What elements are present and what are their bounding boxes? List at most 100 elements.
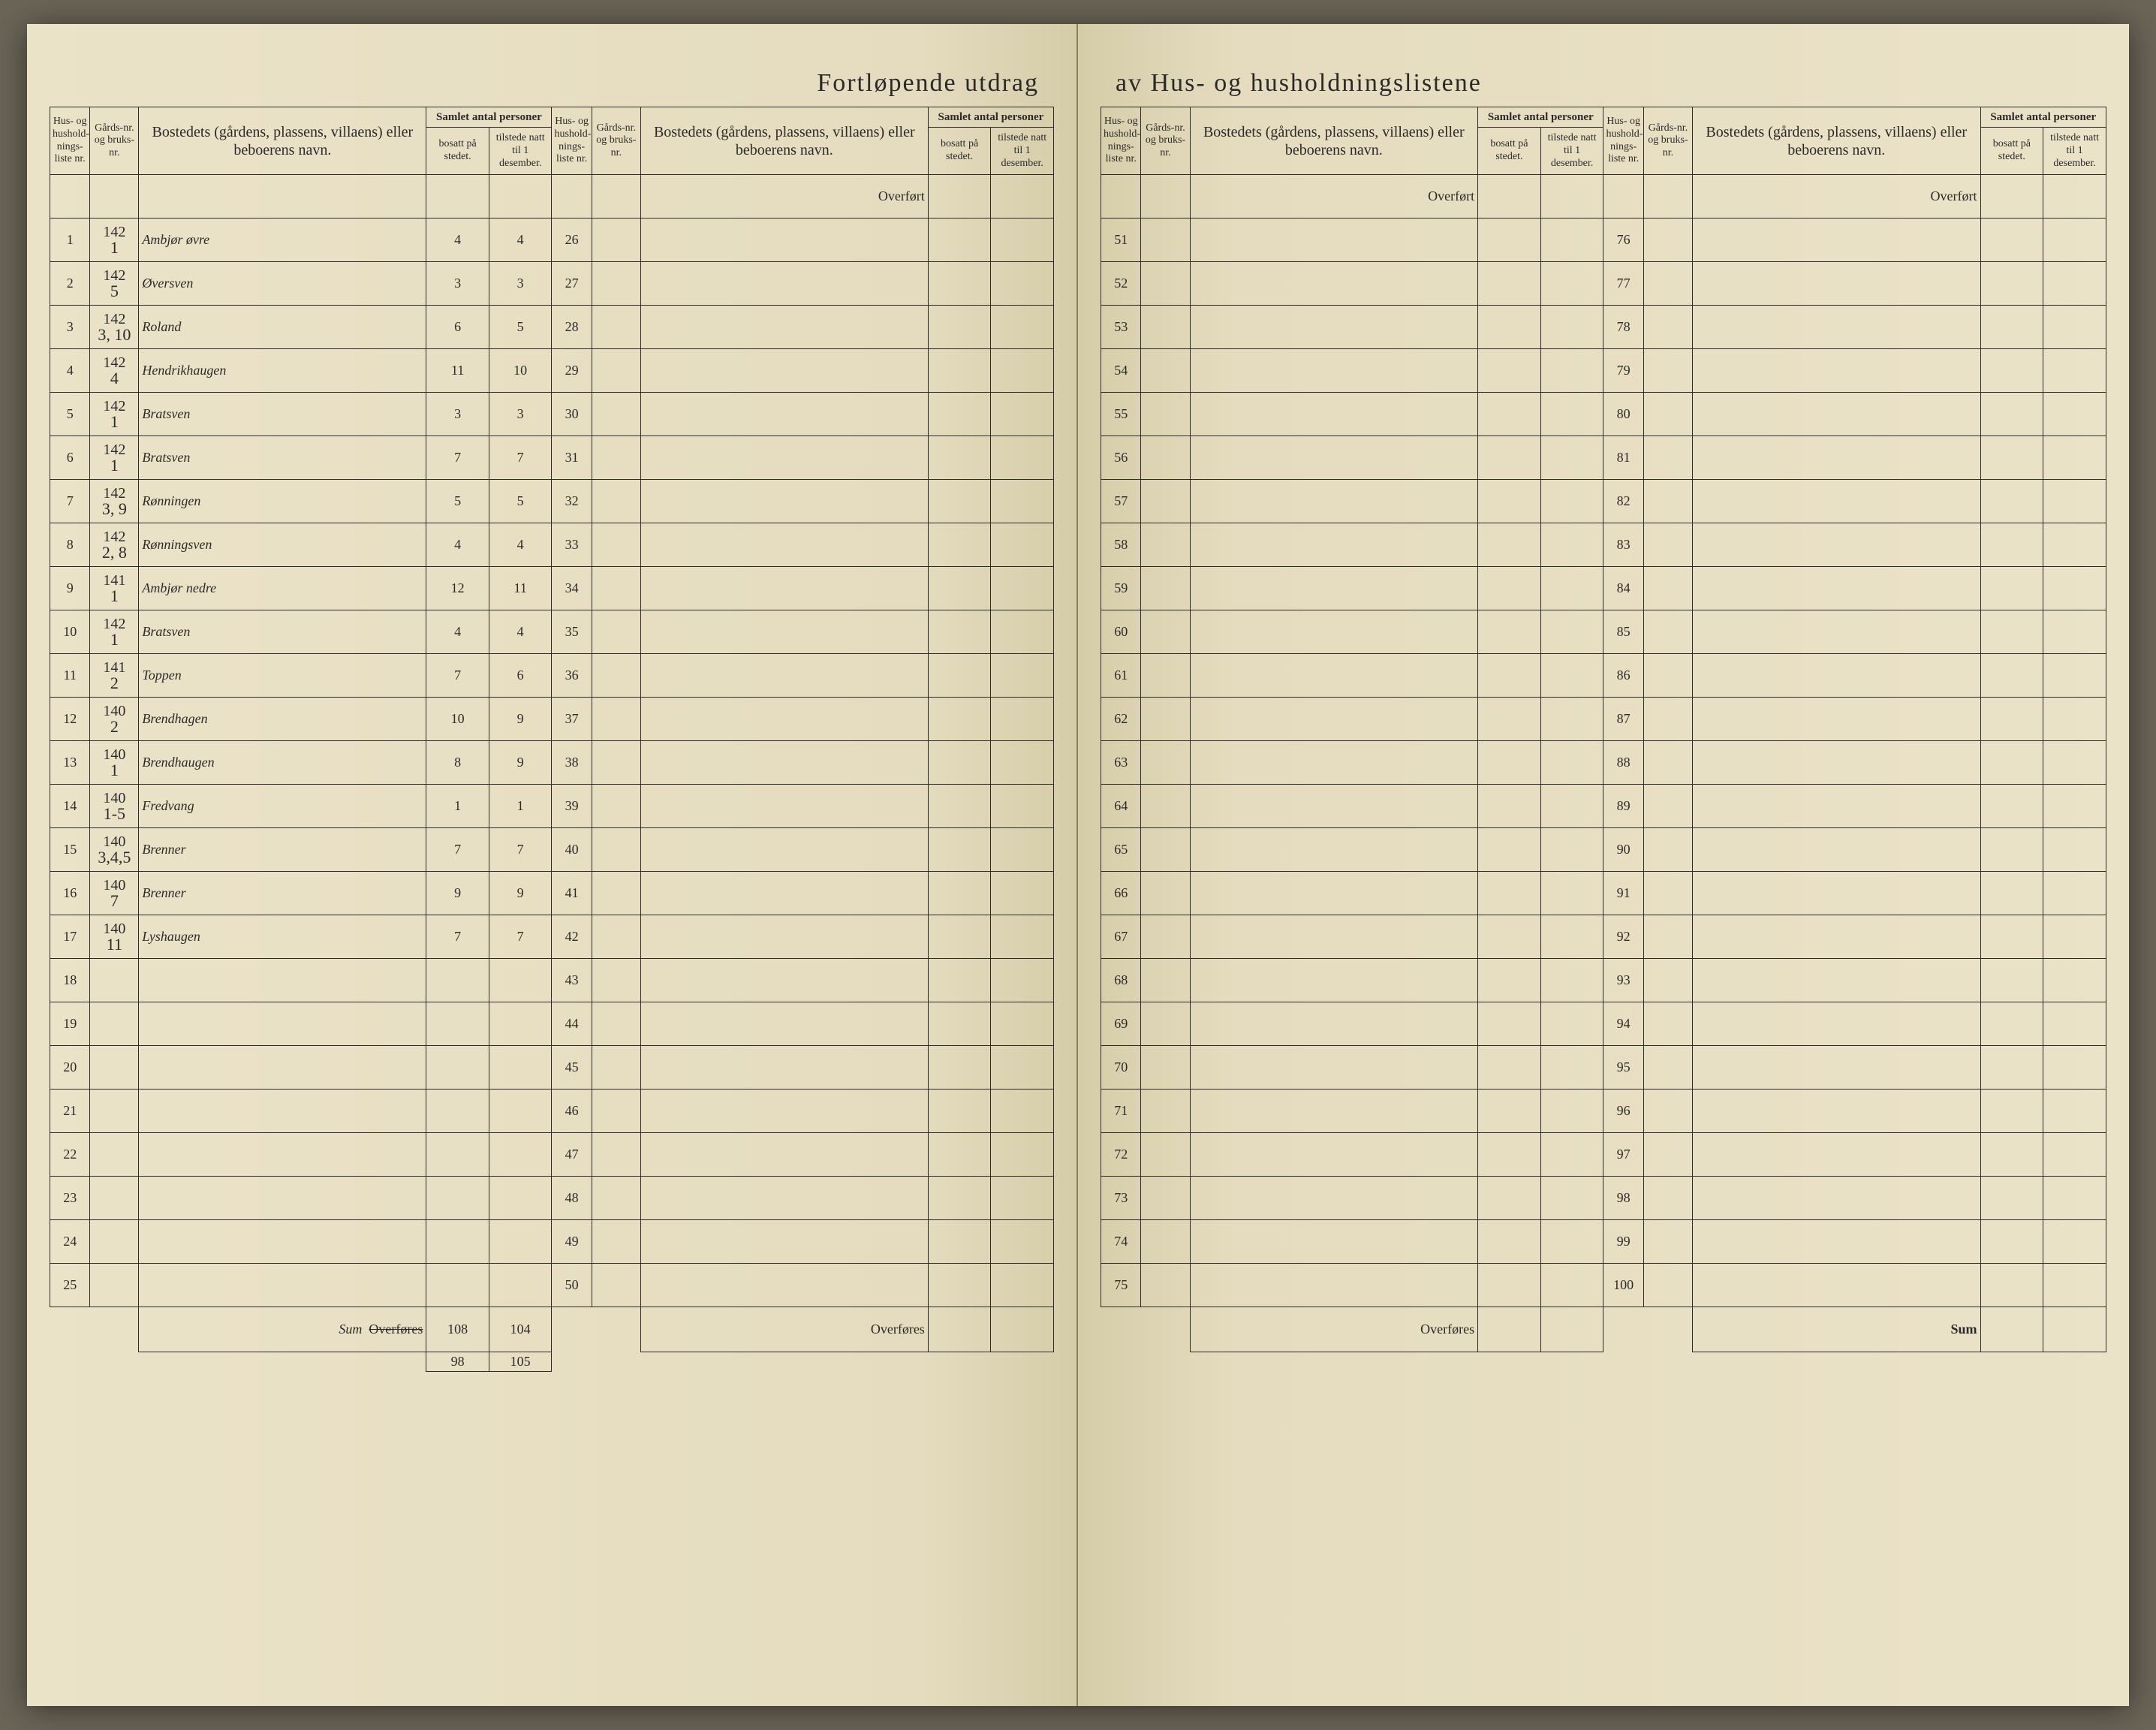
row-number: 86 — [1603, 654, 1643, 698]
gard-cell: 1402 — [90, 698, 139, 741]
bosatt-cell — [928, 1133, 991, 1177]
bosatt-cell — [928, 1002, 991, 1046]
header-bosatt: bosatt på stedet. — [1478, 128, 1541, 175]
name-cell: Brenner — [139, 872, 426, 915]
header-liste: Hus- og hushold-nings-liste nr. — [1101, 107, 1141, 175]
name-cell — [640, 393, 928, 436]
table-row: 9 1411 Ambjør nedre 12 11 34 — [50, 567, 1054, 610]
tilstede-cell — [991, 828, 1054, 872]
row-number: 89 — [1603, 785, 1643, 828]
row-number: 75 — [1101, 1264, 1141, 1307]
table-row: 56 81 — [1101, 436, 2106, 480]
row-number: 50 — [552, 1264, 592, 1307]
bosatt-cell — [928, 1177, 991, 1220]
bosatt-cell: 4 — [426, 219, 489, 262]
row-number: 32 — [552, 480, 592, 523]
gard-cell — [90, 959, 139, 1002]
row-number: 64 — [1101, 785, 1141, 828]
row-number: 98 — [1603, 1177, 1643, 1220]
row-number: 9 — [50, 567, 90, 610]
gard-cell — [592, 698, 640, 741]
tilstede-cell — [991, 1220, 1054, 1264]
tilstede-cell — [991, 349, 1054, 393]
gard-cell: 1425 — [90, 262, 139, 306]
tilstede-cell: 4 — [489, 610, 552, 654]
page-title-left: Fortløpende utdrag — [50, 69, 1054, 98]
tilstede-cell — [991, 567, 1054, 610]
row-number: 63 — [1101, 741, 1141, 785]
bosatt-cell: 1 — [426, 785, 489, 828]
row-number: 87 — [1603, 698, 1643, 741]
table-row: 66 91 — [1101, 872, 2106, 915]
tilstede-cell — [991, 306, 1054, 349]
sum-tilstede-2: 105 — [489, 1352, 552, 1372]
table-row: 73 98 — [1101, 1177, 2106, 1220]
gard-cell: 1421 — [90, 436, 139, 480]
name-cell: Øversven — [139, 262, 426, 306]
overfores-label: Overføres — [640, 1307, 928, 1352]
header-bosatt: bosatt på stedet. — [928, 128, 991, 175]
tilstede-cell — [991, 1002, 1054, 1046]
gard-cell — [90, 1177, 139, 1220]
table-row: 55 80 — [1101, 393, 2106, 436]
row-number: 21 — [50, 1090, 90, 1133]
table-row: 17 14011 Lyshaugen 7 7 42 — [50, 915, 1054, 959]
row-number: 5 — [50, 393, 90, 436]
row-number: 76 — [1603, 219, 1643, 262]
row-number: 7 — [50, 480, 90, 523]
gard-cell: 1421 — [90, 393, 139, 436]
gard-cell — [592, 1220, 640, 1264]
row-number: 69 — [1101, 1002, 1141, 1046]
row-number: 88 — [1603, 741, 1643, 785]
gard-cell: 1412 — [90, 654, 139, 698]
row-number: 38 — [552, 741, 592, 785]
row-number: 1 — [50, 219, 90, 262]
header-bosted: Bostedets (gårdens, plassens, villaens) … — [139, 107, 426, 175]
tilstede-cell — [991, 741, 1054, 785]
row-number: 20 — [50, 1046, 90, 1090]
name-cell — [640, 306, 928, 349]
row-number: 22 — [50, 1133, 90, 1177]
header-tilstede: tilstede natt til 1 desember. — [489, 128, 552, 175]
name-cell: Ambjør øvre — [139, 219, 426, 262]
tilstede-cell — [991, 219, 1054, 262]
table-header: Hus- og hushold-nings-liste nr. Gårds-nr… — [50, 107, 1054, 175]
row-number: 42 — [552, 915, 592, 959]
bosatt-cell — [928, 1046, 991, 1090]
row-number: 40 — [552, 828, 592, 872]
header-tilstede: tilstede natt til 1 desember. — [1540, 128, 1603, 175]
tilstede-cell — [991, 959, 1054, 1002]
row-number: 2 — [50, 262, 90, 306]
name-cell — [640, 654, 928, 698]
gard-cell — [592, 1177, 640, 1220]
bosatt-cell — [426, 1090, 489, 1133]
table-row: 6 1421 Bratsven 7 7 31 — [50, 436, 1054, 480]
row-number: 79 — [1603, 349, 1643, 393]
sum-tilstede: 104 — [489, 1307, 552, 1352]
bosatt-cell — [426, 1046, 489, 1090]
tilstede-cell — [991, 698, 1054, 741]
bosatt-cell — [928, 959, 991, 1002]
table-row: 3 1423, 10 Roland 6 5 28 — [50, 306, 1054, 349]
name-cell — [640, 698, 928, 741]
ledger-table-left: Hus- og hushold-nings-liste nr. Gårds-nr… — [50, 107, 1054, 1372]
table-row: 11 1412 Toppen 7 6 36 — [50, 654, 1054, 698]
bosatt-cell — [928, 219, 991, 262]
row-number: 71 — [1101, 1090, 1141, 1133]
tilstede-cell — [991, 393, 1054, 436]
bosatt-cell — [928, 349, 991, 393]
gard-cell — [592, 306, 640, 349]
row-number: 49 — [552, 1220, 592, 1264]
name-cell: Bratsven — [139, 610, 426, 654]
name-cell: Rønningen — [139, 480, 426, 523]
row-number: 37 — [552, 698, 592, 741]
bosatt-cell — [426, 1133, 489, 1177]
table-row: 25 50 — [50, 1264, 1054, 1307]
gard-cell: 1423, 9 — [90, 480, 139, 523]
tilstede-cell — [991, 1177, 1054, 1220]
header-gard: Gårds-nr. og bruks-nr. — [592, 107, 640, 175]
name-cell — [640, 828, 928, 872]
name-cell: Rønningsven — [139, 523, 426, 567]
table-row: 10 1421 Bratsven 4 4 35 — [50, 610, 1054, 654]
left-page: Fortløpende utdrag Hus- og hushold-nings… — [27, 24, 1078, 1706]
